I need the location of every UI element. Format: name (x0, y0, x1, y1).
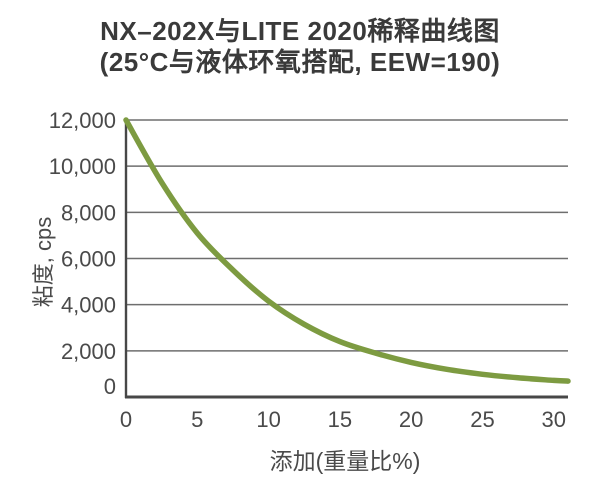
x-tick-label-20: 20 (399, 407, 423, 432)
y-tick-label-8,000: 8,000 (61, 200, 116, 225)
viscosity-curve-0 (123, 117, 571, 384)
y-tick-label-10,000: 10,000 (49, 154, 116, 179)
x-axis-title: 添加(重量比%) (269, 448, 421, 474)
y-tick-label-0: 0 (104, 374, 116, 399)
x-tick-label-15: 15 (328, 407, 352, 432)
x-tick-label-10: 10 (256, 407, 280, 432)
chart-title: NX–202X与LITE 2020稀释曲线图 (100, 16, 500, 46)
chart-subtitle: (25°C与液体环氧搭配, EEW=190) (99, 47, 501, 77)
y-tick-label-12,000: 12,000 (49, 108, 116, 133)
y-tick-label-4,000: 4,000 (61, 293, 116, 318)
x-tick-label-0: 0 (120, 407, 132, 432)
x-tick-label-30: 30 (541, 407, 565, 432)
x-tick-label-5: 5 (191, 407, 203, 432)
x-tick-label-25: 25 (470, 407, 494, 432)
title-block: NX–202X与LITE 2020稀释曲线图 (25°C与液体环氧搭配, EEW… (0, 16, 600, 78)
y-tick-label-2,000: 2,000 (61, 339, 116, 364)
y-tick-label-6,000: 6,000 (61, 247, 116, 272)
